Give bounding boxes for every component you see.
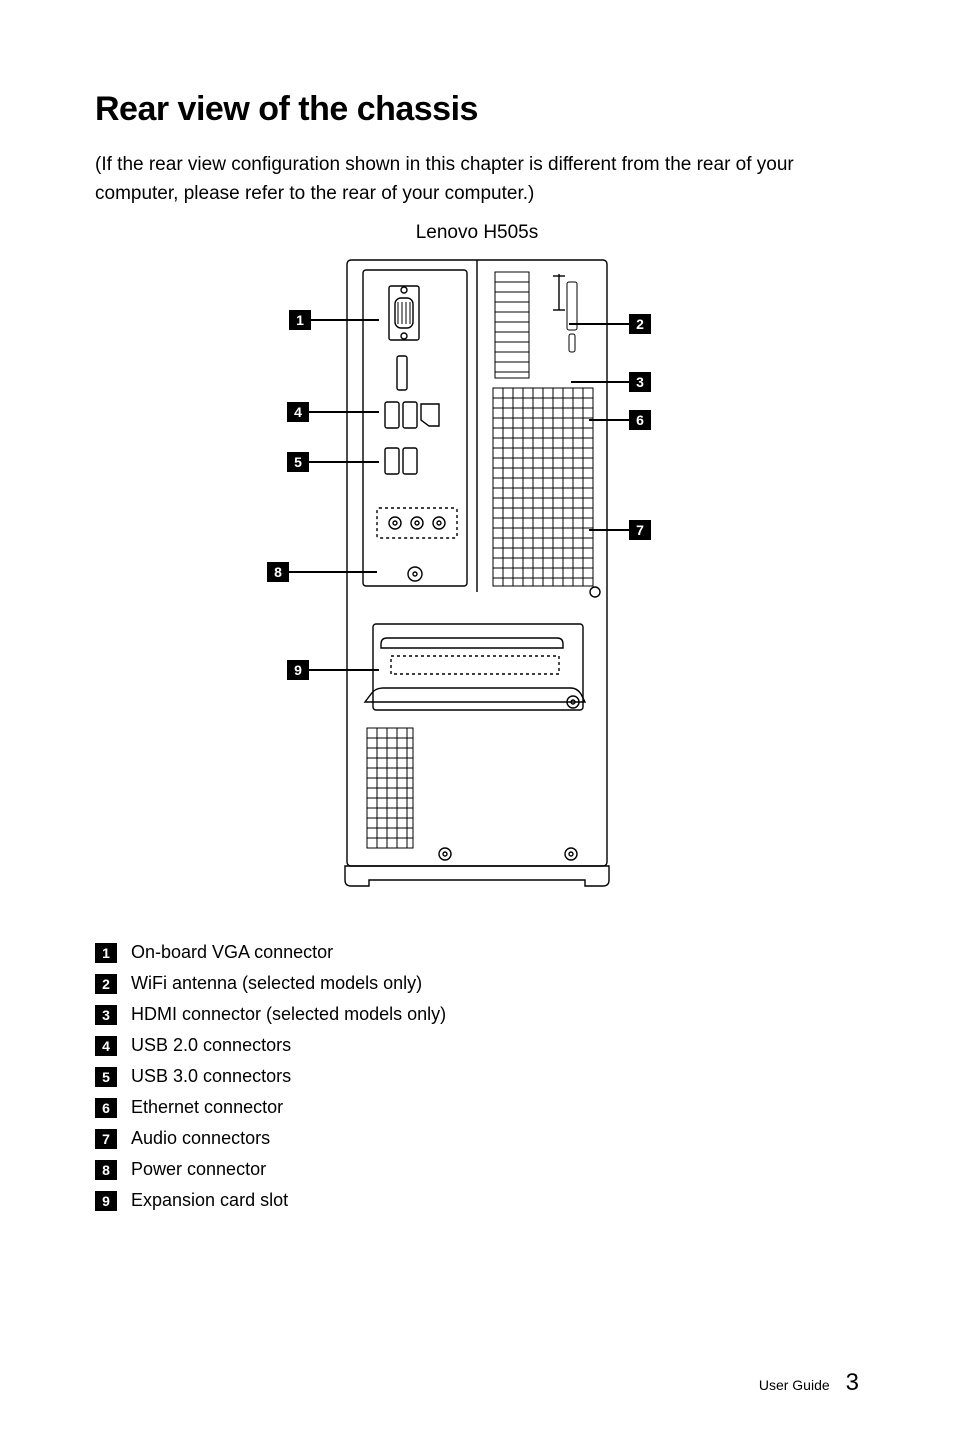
legend-text: Audio connectors — [131, 1128, 270, 1149]
callout-8: 8 — [267, 562, 377, 582]
legend-num: 2 — [95, 974, 117, 994]
legend-num: 5 — [95, 1067, 117, 1087]
legend-num: 9 — [95, 1191, 117, 1211]
legend-text: Expansion card slot — [131, 1190, 288, 1211]
legend-text: On-board VGA connector — [131, 942, 333, 963]
legend-num: 7 — [95, 1129, 117, 1149]
callout-4: 4 — [287, 402, 379, 422]
legend-item: 3 HDMI connector (selected models only) — [95, 1004, 859, 1025]
legend-text: HDMI connector (selected models only) — [131, 1004, 446, 1025]
chassis-svg — [337, 252, 617, 892]
callout-2: 2 — [569, 314, 651, 334]
callout-num: 2 — [629, 314, 651, 334]
callout-num: 8 — [267, 562, 289, 582]
legend-num: 4 — [95, 1036, 117, 1056]
legend-item: 7 Audio connectors — [95, 1128, 859, 1149]
callout-num: 1 — [289, 310, 311, 330]
chassis-rear-diagram: 1 4 5 8 9 2 3 6 7 — [95, 252, 859, 912]
legend-list: 1 On-board VGA connector 2 WiFi antenna … — [95, 942, 859, 1211]
legend-text: USB 2.0 connectors — [131, 1035, 291, 1056]
legend-text: Ethernet connector — [131, 1097, 283, 1118]
legend-text: Power connector — [131, 1159, 266, 1180]
legend-num: 6 — [95, 1098, 117, 1118]
legend-item: 5 USB 3.0 connectors — [95, 1066, 859, 1087]
intro-text: (If the rear view configuration shown in… — [95, 151, 859, 208]
page-heading: Rear view of the chassis — [95, 90, 859, 129]
legend-num: 1 — [95, 943, 117, 963]
legend-text: USB 3.0 connectors — [131, 1066, 291, 1087]
callout-num: 7 — [629, 520, 651, 540]
page-footer: User Guide 3 — [759, 1369, 859, 1397]
footer-page-number: 3 — [846, 1369, 859, 1397]
callout-num: 6 — [629, 410, 651, 430]
figure-caption: Lenovo H505s — [95, 222, 859, 244]
legend-num: 8 — [95, 1160, 117, 1180]
callout-3: 3 — [571, 372, 651, 392]
callout-num: 4 — [287, 402, 309, 422]
callout-num: 5 — [287, 452, 309, 472]
callout-7: 7 — [589, 520, 651, 540]
legend-item: 9 Expansion card slot — [95, 1190, 859, 1211]
legend-item: 1 On-board VGA connector — [95, 942, 859, 963]
callout-num: 9 — [287, 660, 309, 680]
legend-item: 6 Ethernet connector — [95, 1097, 859, 1118]
legend-item: 4 USB 2.0 connectors — [95, 1035, 859, 1056]
callout-5: 5 — [287, 452, 379, 472]
callout-6: 6 — [589, 410, 651, 430]
callout-1: 1 — [289, 310, 379, 330]
legend-num: 3 — [95, 1005, 117, 1025]
callout-9: 9 — [287, 660, 379, 680]
footer-label: User Guide — [759, 1377, 830, 1393]
legend-item: 2 WiFi antenna (selected models only) — [95, 973, 859, 994]
callout-num: 3 — [629, 372, 651, 392]
legend-text: WiFi antenna (selected models only) — [131, 973, 422, 994]
legend-item: 8 Power connector — [95, 1159, 859, 1180]
